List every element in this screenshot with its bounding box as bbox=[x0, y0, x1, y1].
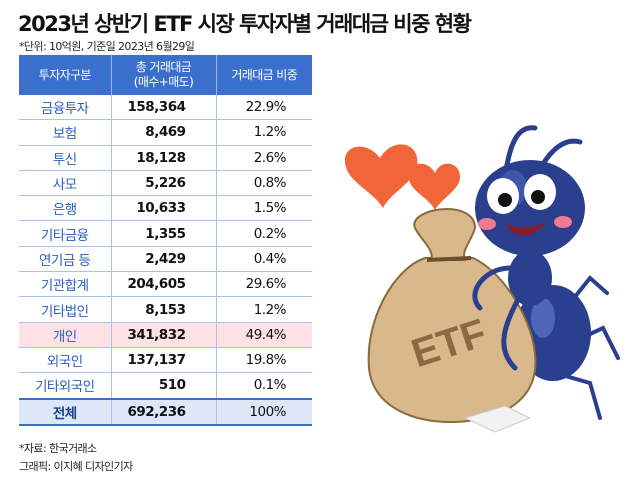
row-share: 22.9% bbox=[216, 95, 312, 121]
table-row-total: 전체 692,236 100% bbox=[19, 397, 312, 426]
row-category: 투신 bbox=[19, 145, 112, 171]
table-row: 기관합계 204,605 29.6% bbox=[19, 271, 312, 298]
row-share: 1.5% bbox=[216, 195, 312, 222]
col-header-total-amount-line2: (매수+매도) bbox=[133, 75, 194, 89]
col-header-share: 거래대금 비중 bbox=[216, 55, 312, 95]
row-share: 1.2% bbox=[216, 296, 312, 323]
row-amount: 510 bbox=[111, 372, 217, 400]
row-category: 기타외국인 bbox=[19, 372, 112, 400]
row-amount: 137,137 bbox=[111, 347, 217, 374]
row-amount: 18,128 bbox=[111, 145, 217, 171]
row-amount: 341,832 bbox=[111, 322, 217, 348]
table-row: 투신 18,128 2.6% bbox=[19, 145, 312, 171]
heart-icon bbox=[344, 144, 418, 208]
row-category: 연기금 등 bbox=[19, 246, 112, 273]
table-header-row: 투자자구분 총 거래대금 (매수+매도) 거래대금 비중 bbox=[19, 55, 312, 95]
graphic-credit: 그래픽: 이지혜 디자인기자 bbox=[19, 460, 133, 473]
table-row: 기타외국인 510 0.1% bbox=[19, 372, 312, 400]
investor-trading-table: 투자자구분 총 거래대금 (매수+매도) 거래대금 비중 금융투자 158,36… bbox=[19, 55, 312, 426]
row-share: 0.2% bbox=[216, 220, 312, 247]
row-category: 기타금융 bbox=[19, 220, 112, 247]
table-row: 금융투자 158,364 22.9% bbox=[19, 95, 312, 121]
table-row: 보험 8,469 1.2% bbox=[19, 119, 312, 146]
total-amount: 692,236 bbox=[111, 397, 217, 426]
col-header-total-amount-line1: 총 거래대금 bbox=[135, 60, 192, 74]
table-row: 연기금 등 2,429 0.4% bbox=[19, 246, 312, 273]
row-share: 2.6% bbox=[216, 145, 312, 171]
table-row: 사모 5,226 0.8% bbox=[19, 170, 312, 197]
row-category: 기타법인 bbox=[19, 296, 112, 323]
source-note: *자료: 한국거래소 bbox=[19, 442, 97, 455]
row-share: 0.8% bbox=[216, 170, 312, 197]
row-amount: 8,469 bbox=[111, 119, 217, 146]
row-category: 은행 bbox=[19, 195, 112, 222]
row-amount: 204,605 bbox=[111, 271, 217, 298]
unit-note: *단위: 10억원, 기준일 2023년 6월29일 bbox=[19, 40, 195, 53]
table-row: 은행 10,633 1.5% bbox=[19, 195, 312, 222]
row-share: 0.4% bbox=[216, 246, 312, 273]
row-share: 1.2% bbox=[216, 119, 312, 146]
row-amount: 2,429 bbox=[111, 246, 217, 273]
table-row-highlighted: 개인 341,832 49.4% bbox=[19, 322, 312, 348]
table-row: 기타법인 8,153 1.2% bbox=[19, 296, 312, 323]
ant-holding-money-bag-icon: ETF bbox=[344, 125, 620, 433]
row-category: 개인 bbox=[19, 322, 112, 348]
col-header-total-amount: 총 거래대금 (매수+매도) bbox=[111, 55, 217, 95]
row-amount: 5,226 bbox=[111, 170, 217, 197]
row-category: 금융투자 bbox=[19, 95, 112, 121]
row-category: 사모 bbox=[19, 170, 112, 197]
table-row: 외국인 137,137 19.8% bbox=[19, 347, 312, 374]
row-category: 외국인 bbox=[19, 347, 112, 374]
row-amount: 158,364 bbox=[111, 95, 217, 121]
total-share: 100% bbox=[216, 397, 312, 426]
col-header-investor-type: 투자자구분 bbox=[19, 55, 112, 95]
row-amount: 10,633 bbox=[111, 195, 217, 222]
page-title: 2023년 상반기 ETF 시장 투자자별 거래대금 비중 현황 bbox=[18, 12, 472, 36]
heart-icon bbox=[408, 163, 461, 210]
row-category: 보험 bbox=[19, 119, 112, 146]
row-category: 기관합계 bbox=[19, 271, 112, 298]
row-amount: 1,355 bbox=[111, 220, 217, 247]
row-share: 0.1% bbox=[216, 372, 312, 400]
row-share: 19.8% bbox=[216, 347, 312, 374]
row-amount: 8,153 bbox=[111, 296, 217, 323]
total-category: 전체 bbox=[19, 397, 112, 426]
table-row: 기타금융 1,355 0.2% bbox=[19, 220, 312, 247]
row-share: 29.6% bbox=[216, 271, 312, 298]
row-share: 49.4% bbox=[216, 322, 312, 348]
